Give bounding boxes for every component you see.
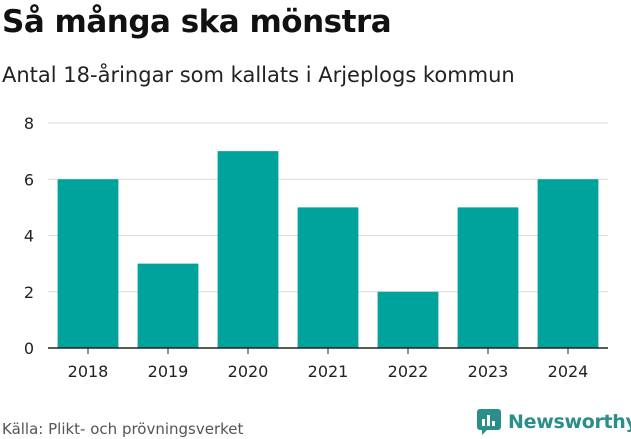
newsworthy-logo: Newsworthy — [476, 408, 631, 436]
source-note: Källa: Plikt- och prövningsverket — [2, 420, 244, 438]
brand-name: Newsworthy — [508, 411, 631, 433]
chart-subtitle: Antal 18-åringar som kallats i Arjeplogs… — [2, 63, 515, 87]
x-tick-label: 2019 — [148, 362, 189, 381]
x-tick-label: 2018 — [68, 362, 109, 381]
bar — [137, 263, 199, 348]
x-tick-label: 2024 — [548, 362, 589, 381]
y-tick-label: 8 — [24, 114, 34, 133]
y-tick-label: 4 — [24, 227, 34, 246]
x-tick-label: 2022 — [388, 362, 429, 381]
y-tick-label: 2 — [24, 283, 34, 302]
x-tick-label: 2021 — [308, 362, 349, 381]
bar — [217, 151, 279, 348]
bar-chart: 0 2 4 6 8 2018 2019 2020 2021 2022 2023 2024 — [24, 114, 608, 381]
chart-title: Så många ska mönstra — [2, 4, 392, 40]
y-tick-label: 0 — [24, 339, 34, 358]
x-tick-label: 2023 — [468, 362, 509, 381]
y-tick-label: 6 — [24, 170, 34, 189]
newsworthy-logo-icon — [477, 409, 501, 435]
x-tick-label: 2020 — [228, 362, 269, 381]
bar — [297, 207, 359, 348]
bar — [537, 179, 599, 348]
bar — [457, 207, 519, 348]
bar — [377, 291, 439, 348]
bar — [57, 179, 119, 348]
